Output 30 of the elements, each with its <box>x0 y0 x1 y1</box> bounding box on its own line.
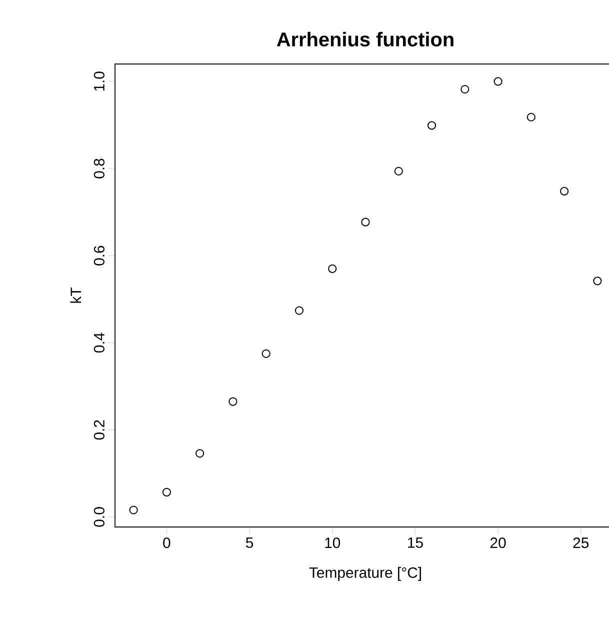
x-tick-label: 15 <box>408 538 423 548</box>
y-tick-label: 0.4 <box>94 332 104 353</box>
x-axis-title: Temperature [°C] <box>309 566 421 581</box>
point <box>593 276 602 286</box>
point <box>129 506 138 514</box>
point <box>494 77 502 86</box>
y-tick-label: 0.8 <box>94 158 104 178</box>
x-tick-label: 5 <box>246 538 254 548</box>
point <box>294 306 304 315</box>
x-tick-label: 0 <box>163 538 170 548</box>
y-tick-label: 1.0 <box>94 72 104 91</box>
point <box>196 449 204 458</box>
y-tick-label: 0.0 <box>94 507 104 527</box>
point <box>361 218 370 226</box>
point <box>460 84 470 94</box>
y-tick-label: 0.2 <box>94 420 104 440</box>
point <box>262 349 270 358</box>
point <box>394 166 403 176</box>
point <box>427 121 436 130</box>
y-tick-label: 0.6 <box>94 246 104 266</box>
y-axis-title: kT <box>70 288 82 303</box>
x-tick-label: 20 <box>490 538 506 548</box>
x-tick-label: 10 <box>325 538 340 548</box>
point <box>228 397 238 406</box>
point <box>162 488 171 496</box>
x-tick-label: 25 <box>573 538 589 548</box>
point <box>526 112 536 122</box>
chart-title: Arrhenius function <box>276 32 454 46</box>
point <box>328 264 337 274</box>
point <box>560 186 569 196</box>
